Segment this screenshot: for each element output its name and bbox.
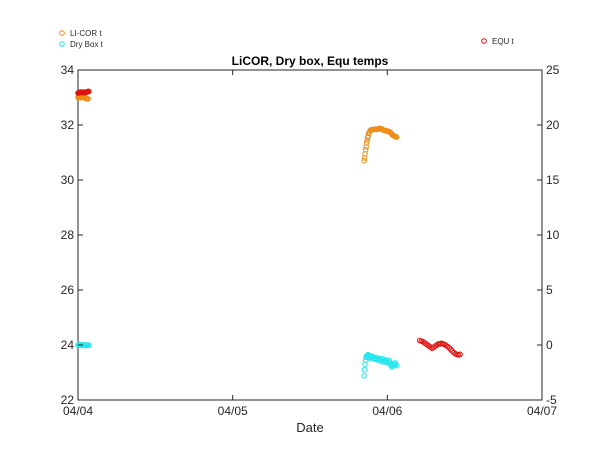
data-point: [361, 157, 367, 164]
y-right-tick-label: 10: [546, 228, 560, 242]
legend-label: EQU t: [492, 37, 515, 46]
data-point: [393, 134, 400, 140]
x-axis-label: Date: [296, 420, 323, 435]
y-left-tick-label: 32: [61, 118, 75, 132]
legend-label: LI-COR t: [70, 29, 102, 38]
data-markers: [75, 88, 463, 379]
data-point: [362, 146, 369, 153]
data-point: [361, 366, 368, 373]
plot-frame: [77, 69, 543, 401]
y-right-tick-label: 15: [546, 173, 560, 187]
y-right-tick-label: 20: [546, 118, 560, 132]
legend-marker: [59, 30, 65, 36]
y-left-tick-label: 30: [61, 173, 75, 187]
series-li-cor-t: [75, 94, 400, 164]
y-right-tick-label: 25: [546, 63, 560, 77]
data-point: [85, 96, 91, 102]
x-tick-label: 04/05: [218, 404, 248, 418]
data-point: [86, 342, 92, 349]
chart-title: LiCOR, Dry box, Equ temps: [232, 54, 389, 68]
y-left-tick-label: 22: [61, 393, 75, 407]
x-tick-label: 04/06: [372, 404, 402, 418]
legend-right: EQU t: [481, 37, 515, 46]
series-equ-t: [75, 88, 463, 358]
x-tick-label: 04/07: [527, 404, 557, 418]
y-right-tick-label: -5: [546, 393, 557, 407]
data-point: [446, 344, 453, 351]
data-point: [457, 351, 463, 358]
y-left-tick-label: 28: [61, 228, 75, 242]
legend-marker: [59, 41, 65, 47]
y-right-tick-label: 0: [546, 338, 553, 352]
data-point: [447, 346, 454, 353]
y-left-tick-label: 24: [61, 338, 75, 352]
y-left-tick-label: 34: [61, 63, 75, 77]
data-point: [449, 348, 456, 354]
x-tick-label: 04/04: [63, 404, 93, 418]
data-point: [361, 373, 367, 379]
legend-marker: [481, 38, 487, 44]
axes: 04/04 04/05 04/06 04/07 22 24 26 28 30 32 34 -5 0 5 10…: [61, 63, 560, 418]
data-point: [363, 140, 370, 146]
legend-left: LI-COR t Dry Box t: [59, 29, 104, 49]
data-point: [86, 88, 92, 95]
series-dry-box-t: [75, 341, 400, 379]
legend-label: Dry Box t: [70, 40, 104, 49]
plot-area: [77, 69, 543, 401]
data-point: [393, 362, 400, 369]
y-left-tick-label: 26: [61, 283, 75, 297]
y-right-tick-label: 5: [546, 283, 553, 297]
